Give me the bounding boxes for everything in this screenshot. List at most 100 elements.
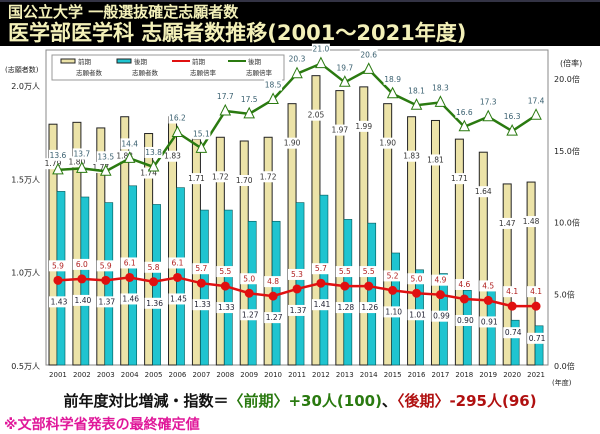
label-bg [162,150,183,162]
bar-late-label: 1.45 [170,294,187,303]
label-bg [96,296,117,308]
label-bg [311,43,330,55]
late-ratio-label: 20.6 [360,50,377,59]
early-ratio-label: 5.7 [195,264,207,273]
marker-late-ratio [482,109,495,122]
marker-late-ratio [99,164,112,176]
label-bg [138,167,159,179]
bar-late-label: 1.41 [314,300,331,309]
marker-late-ratio [530,108,542,120]
label-bg [527,95,546,107]
bar-early-label: 1.48 [523,217,540,226]
early-ratio-label: 6.0 [76,260,88,269]
early-ratio-label: 5.9 [100,261,112,270]
bar-early [478,151,488,366]
marker-early-ratio [292,284,302,294]
marker-early-ratio [220,281,230,291]
marker-early-ratio [316,278,326,288]
label-bg [527,332,548,344]
late-ratio-label: 18.5 [265,81,282,90]
marker-early-ratio [459,294,469,304]
bar-early [526,181,536,366]
label-bg [168,112,187,124]
label-bg [72,258,91,270]
marker-early-ratio [412,288,422,298]
marker-late-ratio [506,123,518,136]
label-bg [503,286,522,298]
bar-early-label: 1.72 [212,172,229,181]
label-bg [258,171,279,183]
early-ratio-label: 5.2 [387,271,399,280]
label-bg [120,257,139,269]
chart-subtitle: 国公立大学 一般選抜確定志願者数 [8,3,239,21]
bar-late-label: 1.43 [51,297,68,306]
label-bg [503,111,522,123]
x-tick-label: 2018 [455,371,473,379]
bar-early-label: 1.71 [188,174,205,183]
label-bg [282,137,303,149]
early-ratio-label: 4.1 [506,287,518,296]
late-ratio-label: 18.3 [432,83,449,92]
bar-late-label: 1.26 [361,303,378,312]
bar-early-label: 1.80 [69,157,86,166]
label-bg [192,128,211,140]
bar-early-label: 1.83 [116,152,133,161]
early-ratio-label: 4.9 [434,276,446,285]
marker-early-ratio [531,301,541,311]
bar-early-label: 1.74 [140,169,157,178]
bar-early-label: 1.97 [332,126,349,135]
bar-early [239,140,249,366]
label-bg [425,154,446,166]
label-bg [264,79,283,91]
bar-late-label: 0.71 [529,334,546,343]
marker-early-ratio [196,278,206,288]
bar-late [463,290,472,366]
label-bg [168,293,189,305]
source-note: ※文部科学省発表の最終確定値 [4,417,200,433]
label-bg [144,146,163,158]
early-ratio-label: 5.8 [148,263,160,272]
late-ratio-label: 19.7 [336,63,353,72]
early-ratio-label: 4.6 [458,280,470,289]
marker-late-ratio [458,119,471,132]
marker-late-ratio [386,86,399,99]
bar-early-label: 2.05 [308,111,325,120]
early-ratio-label: 4.5 [482,281,494,290]
late-ratio-label: 18.9 [384,75,401,84]
late-ratio-label: 17.4 [528,96,545,105]
label-bg [264,276,283,288]
bar-early [502,183,512,366]
marker-late-ratio [123,151,136,163]
bar-early [383,103,393,366]
late-ratio-label: 13.5 [97,152,114,161]
late-ratio-label: 15.1 [193,129,210,138]
label-bg [96,151,115,163]
label-bg [329,124,350,136]
label-bg [114,150,135,162]
label-bg [288,304,309,316]
label-bg [383,73,402,85]
x-tick-label: 2008 [216,371,234,379]
marker-late-ratio [410,98,423,110]
marker-late-ratio [147,159,160,172]
x-tick-label: 2014 [360,371,378,379]
title-banner: 国公立大学 一般選抜確定志願者数 医学部医学科 志願者数推移(2001～2021… [0,0,600,46]
early-ratio-label: 5.9 [52,261,64,270]
label-bg [311,263,330,275]
label-bg [431,82,450,94]
bar-late [534,325,544,366]
label-bg [359,49,378,61]
label-bg [144,261,163,273]
x-tick-label: 2020 [503,371,521,379]
right-tick-label: 10.0倍 [554,218,580,228]
summary-sep: 、 [381,392,397,410]
label-bg [401,150,422,162]
right-tick-label: 15.0倍 [554,146,580,156]
early-ratio-label: 5.0 [411,274,423,283]
bar-early-label: 1.70 [236,176,253,185]
label-bg [335,62,354,74]
late-ratio-label: 13.8 [145,148,162,157]
x-tick-label: 2021 [527,371,545,379]
summary-prefix: 前年度対比増減・指数＝ [63,392,229,410]
bar-early-label: 1.77 [92,163,109,172]
